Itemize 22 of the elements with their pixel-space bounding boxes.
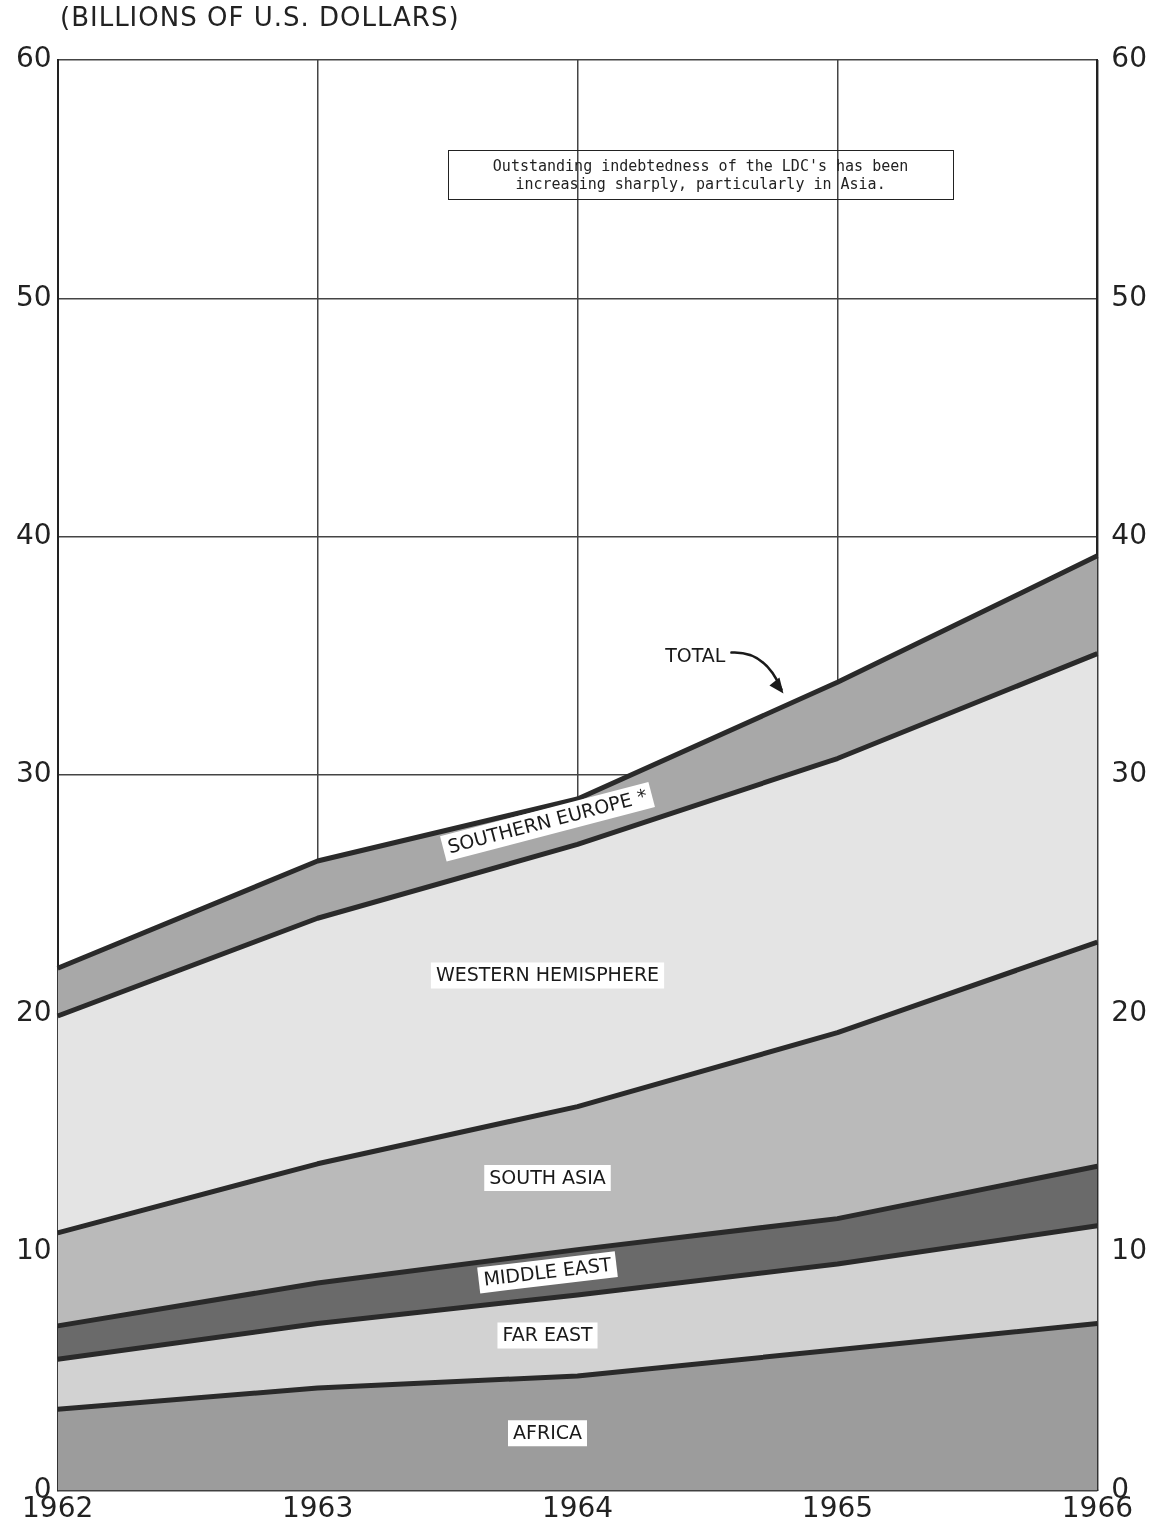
y-tick-label: 50 (15, 279, 52, 313)
y2-tick-label: 10 (1111, 1233, 1148, 1267)
y2-tick-label: 30 (1111, 756, 1148, 790)
y2-tick-label: 60 (1111, 41, 1148, 75)
y2-tick-label: 50 (1111, 279, 1148, 313)
y-tick-label: 10 (15, 1233, 52, 1267)
series-label: MIDDLE EAST (482, 1252, 613, 1290)
y2-tick-label: 20 (1111, 994, 1148, 1028)
y2-tick-label: 40 (1111, 518, 1148, 552)
series-label: WESTERN HEMISPHERE (435, 963, 660, 986)
y-tick-label: 40 (15, 518, 52, 552)
x-tick-label: 1965 (801, 1491, 874, 1525)
x-tick-label: 1963 (281, 1491, 354, 1525)
series-label: SOUTH ASIA (489, 1166, 606, 1189)
series-label: FAR EAST (502, 1323, 593, 1346)
series-label: AFRICA (513, 1421, 582, 1444)
annotation: TOTAL (664, 643, 726, 666)
x-tick-label: 1964 (541, 1491, 614, 1525)
y-tick-label: 30 (15, 756, 52, 790)
y-tick-label: 20 (15, 994, 52, 1028)
y-tick-label: 60 (15, 41, 52, 75)
y-axis-title: (BILLIONS OF U.S. DOLLARS) (60, 2, 460, 32)
